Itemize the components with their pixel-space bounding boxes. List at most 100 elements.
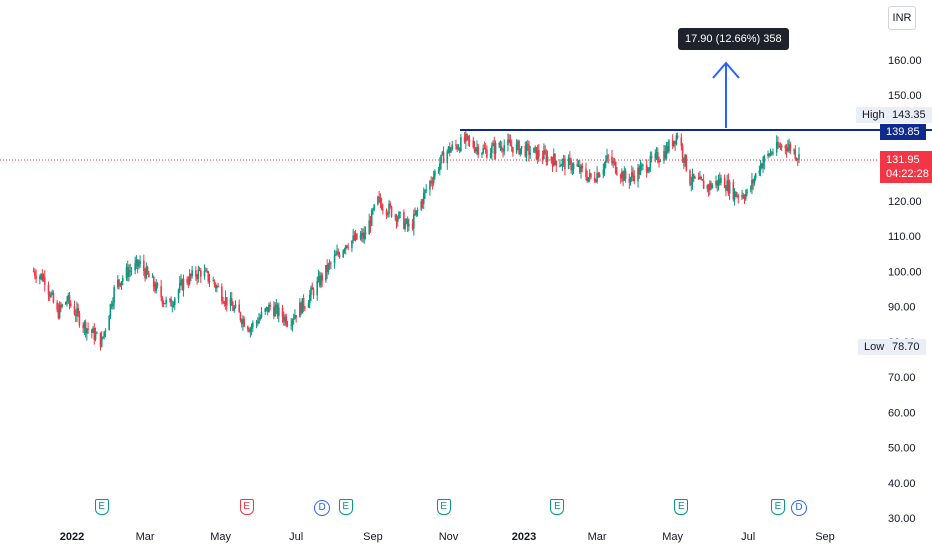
candle: [259, 314, 262, 321]
candle: [500, 141, 503, 153]
earnings-marker-3[interactable]: E: [338, 499, 353, 515]
candle: [562, 154, 565, 168]
candle: [242, 315, 244, 331]
candle: [368, 213, 371, 235]
candle: [671, 134, 674, 149]
candle: [494, 140, 497, 160]
candle: [56, 299, 58, 313]
candle: [655, 146, 658, 161]
candle: [399, 211, 401, 219]
candle: [42, 273, 45, 282]
price-axis[interactable]: 160.00150.00140.00120.00110.00100.0090.0…: [888, 55, 922, 525]
candle: [333, 249, 336, 269]
candle: [759, 160, 762, 177]
candle: [666, 142, 669, 154]
candle: [291, 318, 294, 332]
candle: [217, 282, 219, 288]
candle: [292, 313, 295, 325]
earnings-marker-0[interactable]: E: [94, 499, 109, 515]
earnings-marker-7[interactable]: E: [770, 499, 785, 515]
candle: [130, 266, 133, 276]
x-tick-3: Jul: [289, 531, 303, 543]
candle: [359, 231, 362, 241]
currency-label[interactable]: INR: [888, 6, 916, 30]
candle: [778, 142, 780, 148]
candle: [597, 171, 600, 179]
candle: [611, 149, 613, 166]
candle: [455, 139, 457, 150]
candle: [226, 297, 228, 312]
candle: [689, 169, 691, 187]
candle: [619, 173, 622, 184]
candle: [654, 149, 657, 163]
candle: [195, 266, 197, 281]
candle: [406, 216, 409, 233]
candle: [510, 139, 513, 152]
candle: [76, 301, 78, 323]
candle: [794, 145, 797, 161]
earnings-marker-1[interactable]: E: [239, 499, 254, 515]
candle: [413, 209, 415, 236]
candle: [234, 300, 237, 309]
candle: [642, 163, 644, 170]
y-tick-12: 30.00: [888, 513, 916, 525]
candle: [67, 292, 70, 304]
candle: [102, 336, 104, 340]
candle: [403, 209, 405, 230]
candle: [377, 195, 379, 206]
candle: [503, 139, 506, 156]
candle: [733, 188, 736, 206]
candle: [519, 148, 522, 157]
candle: [207, 270, 210, 284]
candle: [396, 215, 399, 227]
candle: [299, 298, 301, 318]
candle: [741, 189, 743, 200]
candle: [52, 290, 55, 304]
earnings-marker-4[interactable]: E: [436, 499, 451, 515]
dividend-marker-2[interactable]: D: [314, 500, 331, 516]
time-axis[interactable]: 2022 Mar May Jul Sep Nov 2023 Mar May Jul Sep: [60, 531, 835, 543]
earnings-marker-6[interactable]: E: [674, 499, 689, 515]
candle: [43, 270, 46, 292]
candle: [416, 207, 419, 217]
candle: [307, 299, 310, 308]
candle: [512, 146, 514, 157]
candle: [221, 283, 223, 305]
candle: [40, 273, 42, 281]
candle: [203, 264, 206, 280]
y-tick-0: 160.00: [888, 55, 922, 67]
candle: [590, 172, 592, 180]
candle: [173, 296, 176, 311]
candle: [77, 303, 79, 318]
dividend-marker-8[interactable]: D: [790, 500, 807, 516]
candle: [690, 176, 693, 192]
candle: [674, 140, 676, 151]
candle: [515, 139, 518, 155]
candle: [395, 213, 398, 229]
candle: [239, 311, 242, 323]
candle: [327, 262, 330, 275]
candle: [346, 244, 348, 249]
candle: [779, 142, 782, 151]
candle: [751, 173, 753, 195]
candle: [564, 155, 566, 176]
candle: [198, 266, 201, 272]
candle: [128, 264, 130, 282]
candle: [657, 147, 659, 164]
candle: [498, 141, 501, 149]
candle: [754, 172, 757, 181]
candle: [164, 302, 166, 305]
candle: [763, 154, 766, 170]
candle: [389, 201, 392, 209]
earnings-marker-5[interactable]: E: [550, 499, 565, 515]
candle: [586, 170, 589, 183]
candle: [775, 135, 778, 157]
candle: [640, 162, 643, 171]
y-tick-4: 110.00: [888, 231, 921, 243]
y-tick-8: 70.00: [888, 372, 916, 384]
candle: [541, 150, 544, 165]
candle: [320, 272, 322, 289]
x-tick-2: May: [210, 531, 231, 543]
candle: [753, 175, 756, 186]
